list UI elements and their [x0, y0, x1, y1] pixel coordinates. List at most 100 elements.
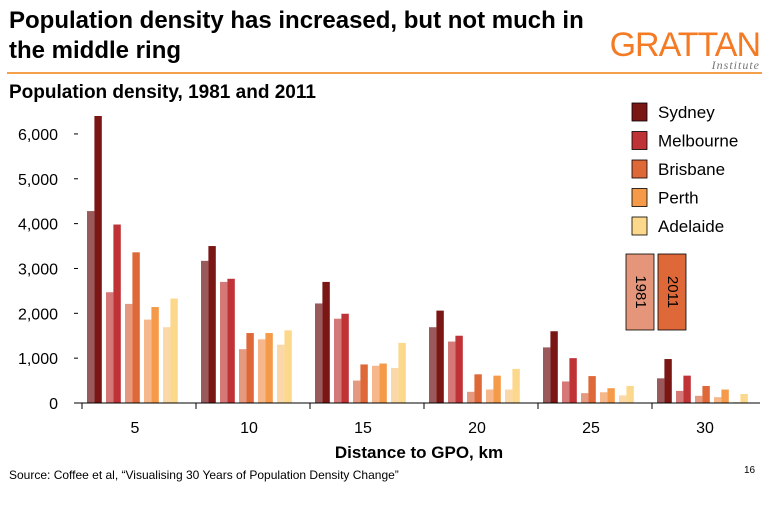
bar-groups: [87, 116, 748, 403]
bar-sydney-1981: [315, 303, 323, 403]
bar-sydney-2011: [208, 246, 216, 403]
bar-melbourne-2011: [227, 278, 235, 403]
bar-brisbane-1981: [353, 380, 361, 403]
bar-perth-1981: [486, 389, 494, 403]
legend: Sydney Melbourne Brisbane Perth Adelaide: [631, 102, 738, 236]
x-tick-label: 5: [131, 420, 140, 437]
bar-perth-2011: [607, 388, 615, 403]
x-tick-label: 15: [354, 420, 372, 437]
legend-label-brisbane: Brisbane: [658, 160, 725, 179]
bar-perth-1981: [372, 365, 380, 403]
bar-perth-2011: [151, 307, 159, 403]
bar-adelaide-1981: [619, 395, 627, 403]
bar-brisbane-2011: [588, 376, 596, 403]
bar-melbourne-1981: [220, 281, 228, 403]
bar-perth-1981: [714, 397, 722, 403]
legend-label-sydney: Sydney: [658, 103, 715, 122]
bar-melbourne-1981: [334, 318, 342, 403]
legend-swatch-sydney: [631, 102, 648, 122]
bar-sydney-2011: [550, 331, 558, 403]
x-axis: 5 10 15 20 25 30 Distance to GPO, km: [78, 402, 760, 462]
y-tick-label: 4,000: [18, 217, 58, 234]
bar-melbourne-2011: [455, 335, 463, 403]
legend-swatch-adelaide: [631, 216, 648, 236]
bar-melbourne-2011: [341, 313, 349, 403]
bar-brisbane-2011: [702, 385, 710, 403]
bar-sydney-1981: [201, 260, 209, 403]
bar-melbourne-2011: [683, 375, 691, 403]
x-tick-label: 25: [582, 420, 600, 437]
bar-perth-2011: [721, 389, 729, 403]
year-key-label-2011: 2011: [664, 276, 681, 308]
bar-perth-2011: [379, 363, 387, 403]
bar-melbourne-1981: [562, 381, 570, 403]
bar-brisbane-1981: [581, 393, 589, 403]
year-key: 1981 2011: [625, 253, 687, 331]
bar-adelaide-2011: [740, 394, 748, 403]
density-bar-chart: 0 1,000 2,000 3,000 4,000 5,000 6,000 5 10 15 20 2…: [18, 102, 760, 462]
bar-brisbane-2011: [474, 374, 482, 403]
bar-perth-1981: [144, 319, 152, 403]
x-tick-label: 30: [696, 420, 714, 437]
bar-adelaide-2011: [512, 368, 520, 403]
legend-swatch-perth: [631, 188, 648, 207]
bar-perth-2011: [265, 333, 273, 403]
grattan-logo: GRATTAN Institute: [610, 28, 762, 73]
bar-adelaide-2011: [284, 330, 292, 403]
year-key-1981: [625, 253, 655, 331]
y-axis: 0 1,000 2,000 3,000 4,000 5,000 6,000: [18, 127, 78, 413]
y-tick-label: 6,000: [18, 127, 58, 144]
legend-label-melbourne: Melbourne: [658, 132, 738, 151]
bar-sydney-2011: [436, 310, 444, 403]
bar-adelaide-2011: [170, 298, 178, 403]
y-tick-label: 3,000: [18, 261, 58, 278]
bar-sydney-1981: [87, 211, 95, 403]
x-axis-title: Distance to GPO, km: [335, 443, 503, 462]
legend-swatch-brisbane: [631, 159, 648, 179]
bar-brisbane-1981: [239, 349, 247, 403]
legend-swatch-melbourne: [631, 131, 648, 150]
x-tick-label: 10: [240, 420, 258, 437]
bar-sydney-2011: [94, 116, 102, 403]
y-tick-label: 5,000: [18, 172, 58, 189]
bar-sydney-2011: [322, 281, 330, 403]
source-note: Source: Coffee et al, “Visualising 30 Ye…: [9, 468, 399, 482]
bar-perth-1981: [600, 392, 608, 403]
slide-title: Population density has increased, but no…: [9, 7, 584, 64]
bar-brisbane-2011: [360, 364, 368, 403]
bar-melbourne-1981: [676, 390, 684, 403]
year-key-2011: [657, 253, 687, 331]
bar-melbourne-1981: [448, 341, 456, 403]
year-key-label-1981: 1981: [632, 275, 649, 308]
bar-brisbane-1981: [467, 391, 475, 403]
bar-adelaide-1981: [391, 368, 399, 403]
title-divider: [7, 72, 762, 74]
y-tick-label: 0: [49, 396, 58, 413]
legend-label-perth: Perth: [658, 189, 699, 208]
logo-subtitle: Institute: [711, 58, 760, 72]
y-tick-label: 1,000: [18, 351, 58, 368]
bar-adelaide-2011: [626, 385, 634, 403]
bar-melbourne-2011: [569, 358, 577, 403]
bar-brisbane-2011: [246, 333, 254, 403]
bar-adelaide-1981: [163, 327, 171, 403]
bar-melbourne-2011: [113, 224, 121, 403]
bar-adelaide-1981: [277, 344, 285, 403]
bar-sydney-1981: [429, 327, 437, 403]
page-number: 16: [744, 465, 756, 476]
y-tick-label: 2,000: [18, 306, 58, 323]
bar-sydney-2011: [664, 359, 672, 403]
bar-brisbane-1981: [125, 303, 133, 403]
bar-brisbane-2011: [132, 252, 140, 403]
bar-perth-1981: [258, 339, 266, 403]
x-tick-label: 20: [468, 420, 486, 437]
bar-brisbane-1981: [695, 395, 703, 403]
bar-adelaide-2011: [398, 342, 406, 403]
bar-sydney-1981: [543, 347, 551, 403]
bar-sydney-1981: [657, 378, 665, 403]
chart-title: Population density, 1981 and 2011: [9, 82, 316, 103]
legend-label-adelaide: Adelaide: [658, 217, 724, 236]
bar-adelaide-1981: [505, 389, 513, 403]
bar-melbourne-1981: [106, 292, 114, 403]
bar-perth-2011: [493, 375, 501, 403]
